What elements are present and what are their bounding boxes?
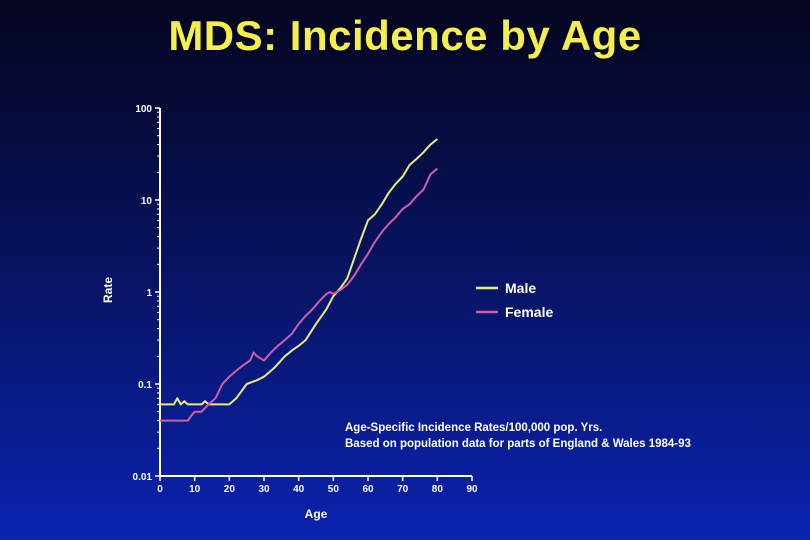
annotation-line: Based on population data for parts of En… [345,438,691,450]
x-tick-label: 50 [328,484,340,495]
x-axis-label: Age [305,507,328,521]
y-axis-label: Rate [101,277,115,303]
series-line-male [160,138,438,406]
x-tick-label: 60 [362,484,374,495]
chart-axes: 0.01 0.1 1 10 100 0 10 20 30 40 50 60 70 80 90 Age Rate [101,104,478,521]
x-tick-label: 80 [432,484,444,495]
annotation-line: Age-Specific Incidence Rates/100,000 pop… [345,422,602,434]
y-tick-label: 0.01 [133,472,153,483]
y-tick-label: 10 [141,196,153,207]
y-tick-label: 0.1 [138,380,152,391]
x-tick-label: 20 [224,484,236,495]
x-tick-label: 30 [258,484,270,495]
legend-label-female: Female [505,304,553,320]
y-tick-label: 1 [146,288,152,299]
x-tick-label: 70 [397,484,409,495]
x-tick-label: 10 [189,484,201,495]
chart-legend: Male Female [476,280,553,320]
series-line-female [160,167,438,422]
chart-series [160,138,438,422]
x-tick-label: 40 [293,484,305,495]
x-tick-label: 90 [466,484,478,495]
x-tick-label: 0 [157,484,163,495]
y-tick-label: 100 [135,104,152,115]
chart-annotation: Age-Specific Incidence Rates/100,000 pop… [345,422,691,450]
slide-title: MDS: Incidence by Age [168,12,642,59]
legend-label-male: Male [505,280,536,296]
